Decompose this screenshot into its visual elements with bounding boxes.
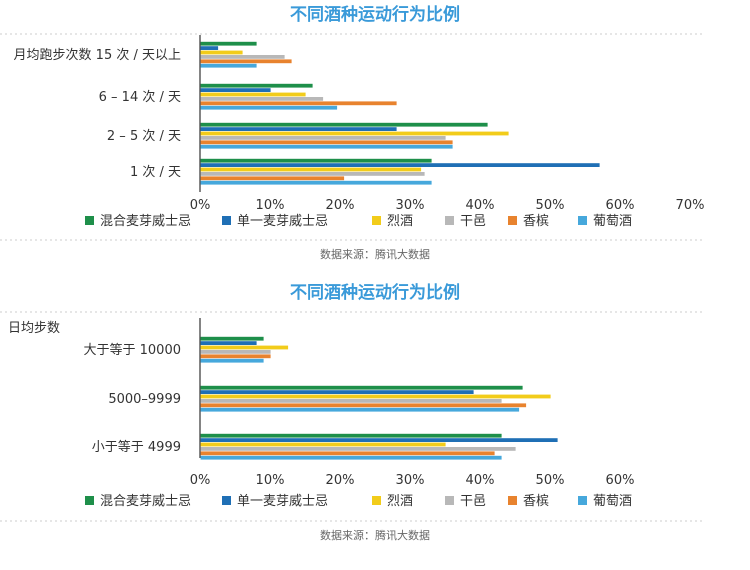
- bar-5-2: [200, 101, 397, 106]
- bar-5-1: [200, 59, 292, 64]
- bar-6-3: [200, 144, 453, 149]
- bar-2-3: [200, 438, 558, 442]
- bar-1-3: [200, 122, 488, 127]
- bar-2-2: [200, 390, 474, 394]
- x-tick-label: 40%: [466, 473, 495, 488]
- legend-label: 混合麦芽威士忌: [100, 494, 191, 509]
- source-note: 数据来源：腾讯大数据: [320, 247, 430, 261]
- legend-swatch: [222, 496, 231, 505]
- legend-label: 烈酒: [387, 214, 413, 229]
- bar-6-1: [200, 63, 257, 68]
- category-label: 大于等于 10000: [84, 342, 182, 358]
- bar-5-4: [200, 176, 345, 181]
- legend-label: 葡萄酒: [593, 214, 632, 229]
- legend-label: 混合麦芽威士忌: [100, 214, 191, 229]
- x-tick-label: 50%: [536, 473, 565, 488]
- legend-swatch: [508, 496, 517, 505]
- x-tick-label: 70%: [676, 198, 705, 213]
- bar-3-1: [200, 50, 243, 55]
- legend-label: 香槟: [523, 493, 549, 509]
- legend-swatch: [445, 496, 454, 505]
- x-tick-label: 30%: [396, 473, 425, 488]
- x-tick-label: 20%: [326, 473, 355, 488]
- chart-title: 不同酒种运动行为比例: [290, 282, 460, 303]
- chart-title: 不同酒种运动行为比例: [290, 4, 460, 25]
- legend-swatch: [445, 216, 454, 225]
- bar-2-2: [200, 88, 271, 92]
- y-axis-label: 日均步数: [8, 321, 60, 336]
- legend-swatch: [508, 216, 517, 225]
- x-tick-label: 20%: [326, 198, 355, 213]
- bar-4-3: [200, 447, 516, 451]
- source-note: 数据来源：腾讯大数据: [320, 528, 430, 542]
- legend-label: 单一麦芽威士忌: [237, 494, 328, 509]
- legend-swatch: [85, 496, 94, 505]
- bar-5-3: [200, 140, 453, 145]
- category-label: 月均跑步次数 15 次 / 天以上: [14, 47, 181, 63]
- bar-3-2: [200, 92, 306, 97]
- x-tick-label: 0%: [190, 473, 211, 488]
- bar-1-1: [200, 336, 264, 341]
- bar-3-4: [200, 167, 422, 172]
- legend-swatch: [578, 216, 587, 225]
- bar-3-3: [200, 442, 446, 447]
- legend-swatch: [578, 496, 587, 505]
- bar-5-3: [200, 451, 495, 456]
- legend-label: 葡萄酒: [593, 494, 632, 509]
- category-label: 2 – 5 次 / 天: [107, 128, 181, 144]
- bar-3-3: [200, 131, 509, 136]
- category-label: 6 – 14 次 / 天: [99, 89, 181, 105]
- x-tick-label: 40%: [466, 198, 495, 213]
- bar-2-1: [200, 46, 219, 50]
- bar-4-2: [200, 399, 502, 403]
- category-label: 小于等于 4999: [92, 439, 181, 455]
- legend-label: 香槟: [523, 213, 549, 229]
- bar-6-2: [200, 407, 520, 412]
- bar-3-2: [200, 394, 551, 399]
- category-label: 1 次 / 天: [130, 164, 181, 180]
- x-tick-label: 10%: [256, 473, 285, 488]
- legend-label: 干邑: [460, 214, 486, 229]
- legend-label: 烈酒: [387, 494, 413, 509]
- legend-swatch: [372, 216, 381, 225]
- legend-swatch: [85, 216, 94, 225]
- legend-label: 单一麦芽威士忌: [237, 214, 328, 229]
- legend-swatch: [222, 216, 231, 225]
- bar-1-1: [200, 41, 257, 46]
- x-tick-label: 30%: [396, 198, 425, 213]
- bar-1-4: [200, 158, 432, 163]
- legend-swatch: [372, 496, 381, 505]
- bar-4-4: [200, 172, 425, 176]
- x-tick-label: 60%: [606, 473, 635, 488]
- bar-4-2: [200, 97, 324, 101]
- bar-4-1: [200, 55, 285, 59]
- bar-5-1: [200, 354, 271, 359]
- category-label: 5000–9999: [108, 392, 181, 407]
- x-tick-label: 60%: [606, 198, 635, 213]
- x-tick-label: 10%: [256, 198, 285, 213]
- bar-6-1: [200, 358, 264, 363]
- bar-4-1: [200, 350, 271, 354]
- x-tick-label: 0%: [190, 198, 211, 213]
- x-tick-label: 50%: [536, 198, 565, 213]
- legend-label: 干邑: [460, 494, 486, 509]
- bar-6-4: [200, 180, 432, 185]
- bar-2-3: [200, 127, 397, 131]
- bar-2-1: [200, 341, 257, 345]
- bar-1-2: [200, 83, 313, 88]
- bar-5-2: [200, 403, 527, 408]
- bar-3-1: [200, 345, 289, 350]
- bar-1-2: [200, 385, 523, 390]
- bar-2-4: [200, 163, 600, 167]
- bar-1-3: [200, 433, 502, 438]
- bar-6-2: [200, 105, 338, 110]
- bar-6-3: [200, 455, 502, 460]
- bar-4-3: [200, 136, 446, 140]
